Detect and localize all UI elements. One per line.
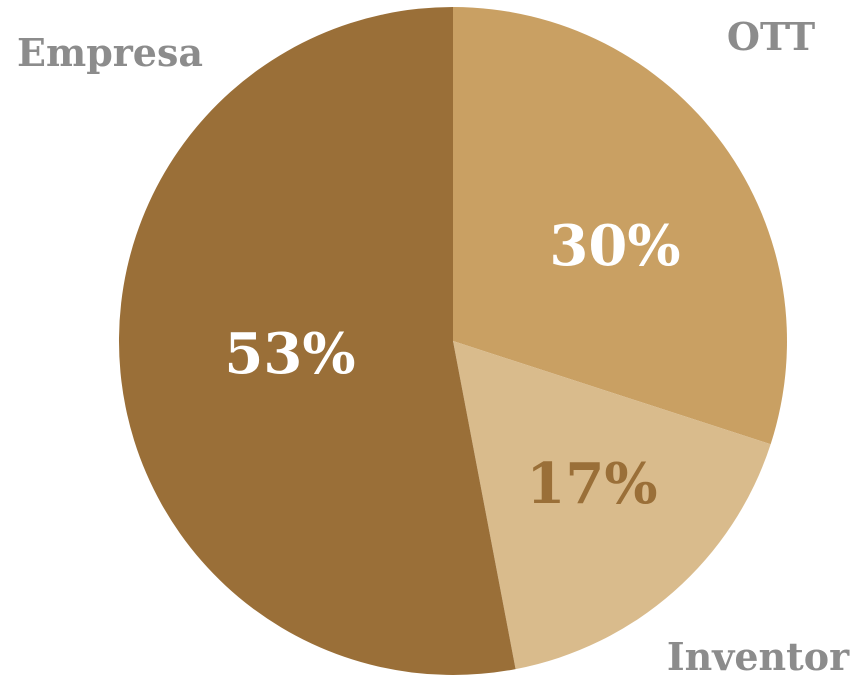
slice-value-label-empresa: 53%	[224, 321, 355, 387]
pie-value-labels: 30% 17% 53%	[224, 213, 680, 517]
pie-slice-inventor	[453, 341, 771, 670]
slice-value-label-inventor: 17%	[526, 451, 657, 517]
pie-slice-ott	[453, 7, 787, 445]
pie-slices	[118, 6, 787, 675]
category-label-empresa: Empresa	[17, 30, 203, 75]
pie-slice-empresa	[118, 6, 516, 675]
slice-value-label-ott: 30%	[549, 213, 680, 279]
category-label-inventor: Inventor	[667, 634, 850, 675]
pie-category-labels: OTT Inventor Empresa	[17, 14, 850, 675]
category-label-ott: OTT	[727, 14, 815, 59]
